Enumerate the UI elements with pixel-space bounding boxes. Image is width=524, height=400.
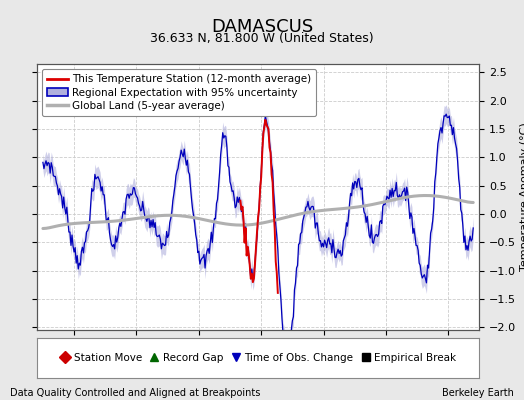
Text: Berkeley Earth: Berkeley Earth	[442, 388, 514, 398]
Legend: This Temperature Station (12-month average), Regional Expectation with 95% uncer: This Temperature Station (12-month avera…	[42, 69, 316, 116]
Legend: Station Move, Record Gap, Time of Obs. Change, Empirical Break: Station Move, Record Gap, Time of Obs. C…	[57, 350, 459, 366]
Text: 36.633 N, 81.800 W (United States): 36.633 N, 81.800 W (United States)	[150, 32, 374, 45]
Y-axis label: Temperature Anomaly (°C): Temperature Anomaly (°C)	[520, 123, 524, 271]
Text: Data Quality Controlled and Aligned at Breakpoints: Data Quality Controlled and Aligned at B…	[10, 388, 261, 398]
Text: DAMASCUS: DAMASCUS	[211, 18, 313, 36]
